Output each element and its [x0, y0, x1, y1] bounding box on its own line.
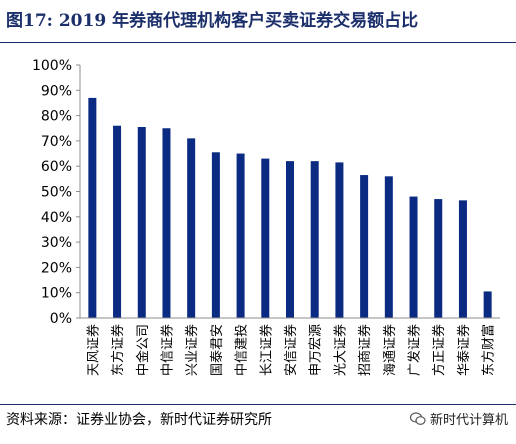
- watermark: 新时代计算机: [409, 409, 508, 428]
- y-tick-label: 90%: [41, 83, 72, 99]
- x-tick-label: 长江证券: [258, 324, 274, 376]
- x-tick-label: 招商证券: [357, 324, 373, 376]
- bar: [261, 158, 270, 318]
- source-note: 资料来源：证券业协会，新时代证券研究所: [6, 412, 272, 428]
- bar: [162, 128, 171, 318]
- bar: [409, 196, 418, 318]
- x-tick-label: 申万宏源: [309, 324, 324, 376]
- bar: [286, 161, 294, 318]
- x-axis: 天风证券 东方证券 中金公司 中信证券 兴业证券 国泰君安 中信建投 长江证券 安信证券 申万宏源…: [80, 317, 500, 376]
- y-tick-label: 0%: [50, 311, 72, 327]
- x-tick-label: 兴业证券: [184, 324, 200, 376]
- bar: [236, 153, 245, 318]
- y-tick-label: 20%: [41, 260, 72, 276]
- bar: [458, 200, 467, 318]
- bar: [384, 176, 393, 318]
- bar: [360, 175, 369, 318]
- bar: [434, 199, 443, 318]
- x-tick-label: 国泰君安: [210, 324, 225, 376]
- y-tick-label: 30%: [41, 235, 72, 251]
- x-tick-label: 中信证券: [159, 324, 175, 376]
- x-tick-label: 广发证券: [407, 324, 423, 376]
- bar: [211, 152, 220, 318]
- y-tick-label: 40%: [41, 210, 72, 226]
- y-tick-label: 10%: [41, 286, 72, 302]
- bars: [88, 97, 492, 318]
- x-tick-label: 天风证券: [85, 324, 101, 376]
- x-tick-label: 华泰证券: [456, 324, 472, 376]
- bar: [137, 126, 146, 318]
- x-tick-label: 光大证券: [332, 324, 348, 376]
- title-divider: [0, 42, 516, 43]
- x-tick-label: 中金公司: [135, 324, 151, 376]
- bar: [310, 161, 319, 318]
- y-tick-label: 50%: [41, 185, 72, 201]
- bar: [335, 162, 344, 318]
- bar: [113, 125, 122, 318]
- bar: [88, 97, 97, 318]
- footer-divider: [0, 404, 516, 405]
- x-tick-label: 方正证券: [431, 324, 447, 376]
- x-tick-label: 海通证券: [382, 324, 398, 376]
- chart-title: 图17: 2019 年券商代理机构客户买卖证券交易额占比: [6, 11, 419, 31]
- y-axis: 0% 10% 20% 30% 40% 50% 60% 70% 80% 90% 100%: [32, 58, 81, 327]
- y-tick-label: 100%: [32, 58, 72, 74]
- x-tick-label: 中信建投: [234, 324, 250, 376]
- bar: [483, 291, 492, 318]
- bar: [187, 138, 196, 318]
- y-tick-label: 80%: [41, 109, 72, 125]
- y-tick-label: 60%: [41, 159, 72, 175]
- wechat-icon: [409, 411, 426, 425]
- x-tick-label: 东方财富: [481, 324, 497, 376]
- x-tick-label: 安信证券: [283, 324, 299, 376]
- bar-chart: 0%10%20%30%40%50%60%70%80%90%100% 天风证券 东方…: [32, 58, 500, 376]
- y-tick-label: 70%: [41, 134, 72, 150]
- x-tick-label: 东方证券: [110, 324, 126, 376]
- watermark-text: 新时代计算机: [429, 413, 508, 428]
